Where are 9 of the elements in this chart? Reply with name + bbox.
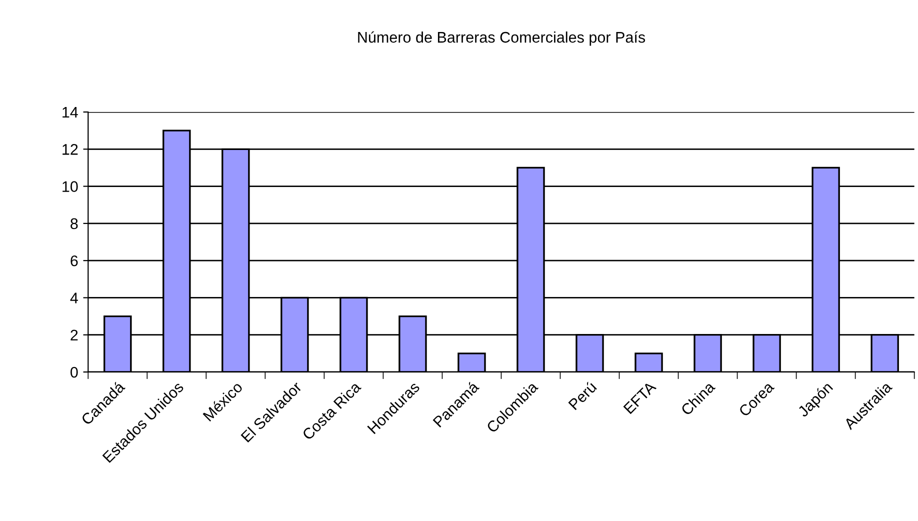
y-tick-label: 2 xyxy=(70,330,78,340)
y-tick-label: 6 xyxy=(70,255,78,266)
y-tick-label: 10 xyxy=(62,181,78,192)
chart-title: Número de Barreras Comerciales por País xyxy=(358,31,646,46)
y-tick-label: 8 xyxy=(70,218,78,230)
y-tick-label: 12 xyxy=(62,144,78,155)
y-tick-label: 14 xyxy=(62,107,78,118)
y-tick-label: 0 xyxy=(70,366,78,378)
y-tick-label: 4 xyxy=(70,292,78,304)
